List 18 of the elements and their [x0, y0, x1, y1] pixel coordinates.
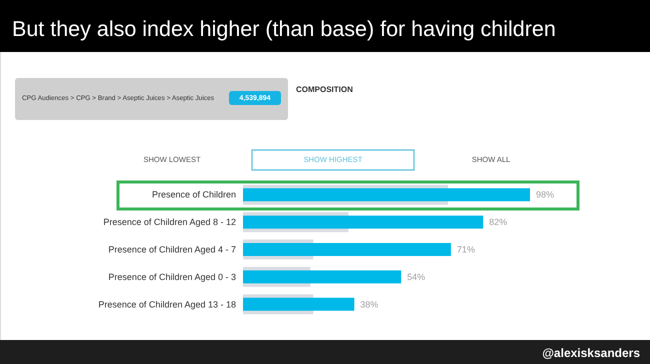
data-label: 82% — [489, 217, 508, 228]
data-label: 71% — [456, 244, 475, 254]
y-tick-label: Presence of Children Aged 0 - 3 — [108, 272, 236, 282]
text: @alexisksanders — [542, 346, 640, 360]
bar — [243, 216, 484, 229]
y-tick-label: Presence of Children Aged 8 - 12 — [103, 217, 236, 228]
y-tick-label: Presence of Children Aged 4 - 7 — [108, 244, 236, 254]
data-label: 38% — [360, 299, 378, 310]
y-tick-label: Presence of Children Aged 13 - 18 — [98, 299, 236, 310]
bar — [243, 188, 530, 202]
text: COMPOSITION — [296, 85, 354, 94]
data-label: 54% — [407, 272, 426, 282]
y-tick-label: Presence of Children — [152, 190, 236, 200]
chart-title: But they also index higher (than base) for having children — [12, 17, 556, 41]
bar — [243, 243, 451, 256]
data-label: 98% — [536, 190, 554, 200]
bar — [243, 298, 354, 311]
bar — [243, 270, 402, 284]
